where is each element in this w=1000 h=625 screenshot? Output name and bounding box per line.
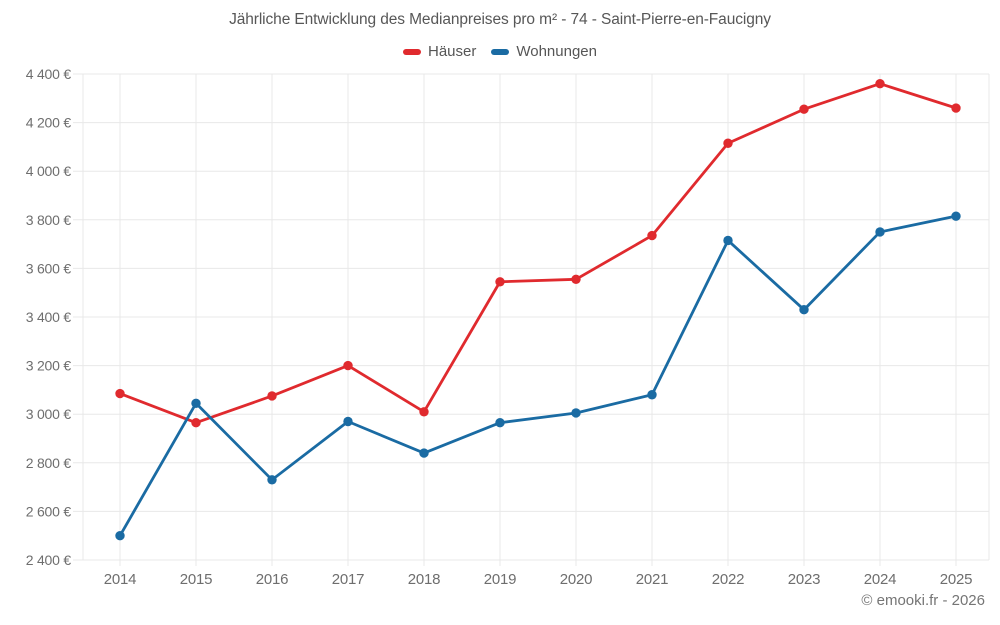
x-axis-label: 2016 (256, 571, 289, 588)
wohnungen-series-swatch (491, 48, 510, 55)
data-point-hauser[interactable] (115, 388, 125, 399)
series-line-hauser (118, 82, 958, 425)
y-axis-label: 3 200 € (26, 358, 72, 374)
y-axis-label: 3 000 € (26, 406, 72, 422)
data-point-wohnungen[interactable] (647, 390, 657, 400)
x-axis-label: 2023 (788, 571, 821, 588)
hauser-series-swatch (403, 48, 421, 55)
data-point-wohnungen[interactable] (951, 211, 961, 221)
data-point-hauser[interactable] (875, 79, 885, 89)
x-axis-label: 2020 (560, 571, 593, 588)
legend: Häuser Wohnungen (0, 43, 1000, 60)
y-axis-label: 3 600 € (26, 260, 72, 276)
data-point-wohnungen[interactable] (723, 235, 733, 246)
data-point-wohnungen[interactable] (799, 305, 809, 315)
y-axis-label: 4 200 € (26, 115, 72, 131)
x-axis-label: 2014 (104, 571, 137, 588)
x-axis-label: 2015 (180, 571, 213, 588)
legend-item-wohnungen[interactable]: Wohnungen (491, 43, 597, 60)
y-axis-label: 3 800 € (26, 212, 72, 228)
y-axis-label: 4 000 € (26, 163, 72, 179)
data-point-hauser[interactable] (495, 277, 505, 287)
hauser-legend-label: Häuser (428, 43, 477, 60)
y-axis-label: 2 800 € (26, 455, 72, 471)
data-point-wohnungen[interactable] (419, 448, 429, 458)
y-axis-label: 2 600 € (26, 503, 72, 519)
data-point-hauser[interactable] (647, 230, 657, 241)
data-point-wohnungen[interactable] (343, 416, 353, 427)
wohnungen-legend-label: Wohnungen (516, 43, 597, 60)
data-point-wohnungen[interactable] (115, 531, 125, 541)
data-point-hauser[interactable] (723, 138, 733, 148)
x-axis-label: 2022 (712, 571, 745, 588)
y-axis-label: 4 400 € (26, 66, 72, 82)
page-title: Jährliche Entwicklung des Medianpreises … (229, 11, 771, 28)
data-point-hauser[interactable] (343, 360, 353, 371)
data-point-hauser[interactable] (267, 391, 277, 401)
data-point-hauser[interactable] (571, 274, 581, 285)
data-point-wohnungen[interactable] (191, 398, 201, 408)
x-axis-label: 2018 (408, 571, 441, 588)
series-line-wohnungen (118, 214, 958, 538)
data-point-hauser[interactable] (419, 407, 429, 417)
attribution: © emooki.fr - 2026 (861, 592, 985, 609)
data-point-hauser[interactable] (799, 104, 809, 114)
data-point-hauser[interactable] (951, 103, 961, 113)
x-axis-label: 2021 (636, 571, 669, 588)
y-axis-label: 3 400 € (26, 309, 72, 325)
legend-item-hauser[interactable]: Häuser (403, 43, 476, 60)
data-point-wohnungen[interactable] (875, 227, 885, 237)
data-point-wohnungen[interactable] (571, 408, 581, 418)
x-axis-label: 2025 (940, 571, 973, 588)
data-point-wohnungen[interactable] (495, 418, 505, 428)
x-axis-label: 2019 (484, 571, 517, 588)
y-axis-label: 2 400 € (26, 552, 72, 568)
data-point-wohnungen[interactable] (267, 475, 277, 485)
x-axis-label: 2017 (332, 571, 365, 588)
data-point-hauser[interactable] (191, 418, 201, 428)
x-axis-label: 2024 (864, 571, 897, 588)
